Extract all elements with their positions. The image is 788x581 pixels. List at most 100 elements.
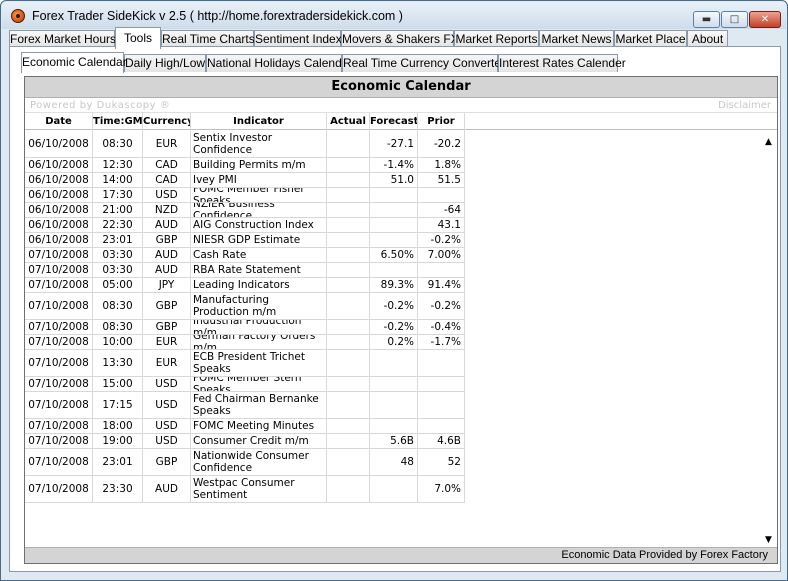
cell-actual [327, 293, 370, 319]
powered-by-link[interactable]: Powered by Dukascopy ® [30, 100, 171, 111]
cell-forecast [370, 188, 418, 202]
title-bar[interactable]: Forex Trader SideKick v 2.5 ( http://hom… [2, 2, 786, 29]
cell-date: 06/10/2008 [25, 218, 93, 232]
tab-currency-converter[interactable]: Real Time Currency Converter [342, 54, 506, 72]
cell-indicator: Leading Indicators [191, 278, 327, 292]
cell-prior: 51.5 [418, 173, 465, 187]
maximize-button[interactable]: □ [721, 11, 748, 28]
table-row[interactable]: 07/10/2008 03:30 AUD Cash Rate 6.50% 7.00% [25, 248, 465, 263]
cell-indicator: Fed Chairman Bernanke Speaks [191, 392, 327, 418]
table-row[interactable]: 06/10/2008 22:30 AUD AIG Construction Index… [25, 218, 465, 233]
tab-forex-market-hours[interactable]: Forex Market Hours [9, 30, 117, 48]
disclaimer-link[interactable]: Disclaimer [718, 100, 771, 111]
vertical-scrollbar[interactable]: ▲ ▼ [764, 131, 777, 547]
arrow-up-icon[interactable]: ▲ [765, 137, 772, 147]
cell-indicator: German Factory Orders m/m [191, 335, 327, 349]
cell-prior: -0.2% [418, 233, 465, 247]
sub-tab-bar: Economic Calendar Daily High/Low Nationa… [21, 52, 781, 73]
cell-time: 23:30 [93, 476, 143, 502]
cell-time: 19:00 [93, 434, 143, 448]
close-button[interactable]: ✕ [749, 11, 781, 28]
table-row[interactable]: 06/10/2008 21:00 NZD NZIER Business Confide… [25, 203, 465, 218]
cell-time: 14:00 [93, 173, 143, 187]
table-row[interactable]: 06/10/2008 17:30 USD FOMC Member Fisher Spe… [25, 188, 465, 203]
cell-forecast: 0.2% [370, 335, 418, 349]
cell-prior [418, 350, 465, 376]
cell-time: 15:00 [93, 377, 143, 391]
cell-forecast [370, 263, 418, 277]
cell-time: 08:30 [93, 320, 143, 334]
cell-time: 12:30 [93, 158, 143, 172]
cell-actual [327, 233, 370, 247]
minimize-button[interactable]: ▬ [693, 11, 720, 28]
tab-movers-shakers[interactable]: Movers & Shakers FX [341, 30, 459, 48]
table-row[interactable]: 06/10/2008 08:30 EUR Sentix Investor Confid… [25, 131, 465, 158]
table-row[interactable]: 06/10/2008 14:00 CAD Ivey PMI 51.0 51.5 [25, 173, 465, 188]
cell-actual [327, 248, 370, 262]
cell-date: 07/10/2008 [25, 320, 93, 334]
table-row[interactable]: 07/10/2008 23:30 AUD Westpac Consumer Senti… [25, 476, 465, 503]
col-date[interactable]: Date [25, 113, 93, 131]
main-tab-bar: Forex Market Hours Tools Real Time Chart… [9, 27, 781, 49]
data-source-footer: Economic Data Provided by Forex Factory [25, 547, 777, 563]
tab-market-news[interactable]: Market News [539, 30, 614, 48]
cell-indicator: Consumer Credit m/m [191, 434, 327, 448]
cell-prior: -0.2% [418, 293, 465, 319]
col-actual[interactable]: Actual [327, 113, 370, 131]
tab-about[interactable]: About [687, 30, 728, 48]
cell-prior: 43.1 [418, 218, 465, 232]
window-title: Forex Trader SideKick v 2.5 ( http://hom… [32, 9, 403, 23]
tab-real-time-charts[interactable]: Real Time Charts [161, 30, 255, 48]
cell-actual [327, 320, 370, 334]
tab-interest-rates[interactable]: Interest Rates Calender [498, 54, 626, 72]
tab-economic-calendar[interactable]: Economic Calendar [21, 52, 127, 73]
cell-currency: GBP [143, 320, 191, 334]
table-row[interactable]: 07/10/2008 19:00 USD Consumer Credit m/m 5.6… [25, 434, 465, 449]
tab-sentiment-index[interactable]: Sentiment Index [254, 30, 342, 48]
cell-prior: 7.00% [418, 248, 465, 262]
cell-actual [327, 392, 370, 418]
table-row[interactable]: 07/10/2008 05:00 JPY Leading Indicators 89.3… [25, 278, 465, 293]
arrow-down-icon[interactable]: ▼ [765, 535, 772, 545]
cell-prior: -20.2 [418, 131, 465, 157]
cell-date: 06/10/2008 [25, 131, 93, 157]
calendar-rows: 06/10/2008 08:30 EUR Sentix Investor Confid… [25, 131, 763, 547]
table-row[interactable]: 07/10/2008 13:30 EUR ECB President Trichet … [25, 350, 465, 377]
tab-national-holidays[interactable]: National Holidays Calender [206, 54, 353, 72]
col-forecast[interactable]: Forecast [370, 113, 418, 131]
cell-forecast [370, 350, 418, 376]
cell-currency: AUD [143, 218, 191, 232]
col-time[interactable]: Time:GM [93, 113, 143, 131]
table-row[interactable]: 07/10/2008 23:01 GBP Nationwide Consumer Co… [25, 449, 465, 476]
table-row[interactable]: 07/10/2008 15:00 USD FOMC Member Stern Spea… [25, 377, 465, 392]
table-row[interactable]: 07/10/2008 17:15 USD Fed Chairman Bernanke … [25, 392, 465, 419]
cell-prior: 52 [418, 449, 465, 475]
cell-indicator: FOMC Meeting Minutes [191, 419, 327, 433]
calendar-title: Economic Calendar [25, 77, 777, 98]
col-currency[interactable]: Currency [143, 113, 191, 131]
table-row[interactable]: 07/10/2008 03:30 AUD RBA Rate Statement [25, 263, 465, 278]
col-prior[interactable]: Prior [418, 113, 465, 131]
table-row[interactable]: 07/10/2008 10:00 EUR German Factory Orders … [25, 335, 465, 350]
app-icon[interactable] [11, 9, 25, 23]
cell-date: 07/10/2008 [25, 476, 93, 502]
cell-indicator: Building Permits m/m [191, 158, 327, 172]
table-row[interactable]: 07/10/2008 08:30 GBP Manufacturing Producti… [25, 293, 465, 320]
close-icon: ✕ [760, 14, 770, 25]
cell-forecast: 6.50% [370, 248, 418, 262]
table-row[interactable]: 07/10/2008 08:30 GBP Industrial Production … [25, 320, 465, 335]
cell-time: 03:30 [93, 263, 143, 277]
cell-forecast: 48 [370, 449, 418, 475]
cell-forecast [370, 392, 418, 418]
table-row[interactable]: 06/10/2008 23:01 GBP NIESR GDP Estimate -0.2… [25, 233, 465, 248]
col-indicator[interactable]: Indicator [191, 113, 327, 131]
minimize-icon: ▬ [701, 14, 712, 25]
cell-actual [327, 218, 370, 232]
tab-daily-high-low[interactable]: Daily High/Low [124, 54, 206, 72]
table-row[interactable]: 07/10/2008 18:00 USD FOMC Meeting Minutes [25, 419, 465, 434]
tab-tools[interactable]: Tools [115, 27, 161, 49]
tab-market-place[interactable]: Market Place [614, 30, 687, 48]
tab-market-reports[interactable]: Market Reports [454, 30, 539, 48]
table-row[interactable]: 06/10/2008 12:30 CAD Building Permits m/m -1… [25, 158, 465, 173]
